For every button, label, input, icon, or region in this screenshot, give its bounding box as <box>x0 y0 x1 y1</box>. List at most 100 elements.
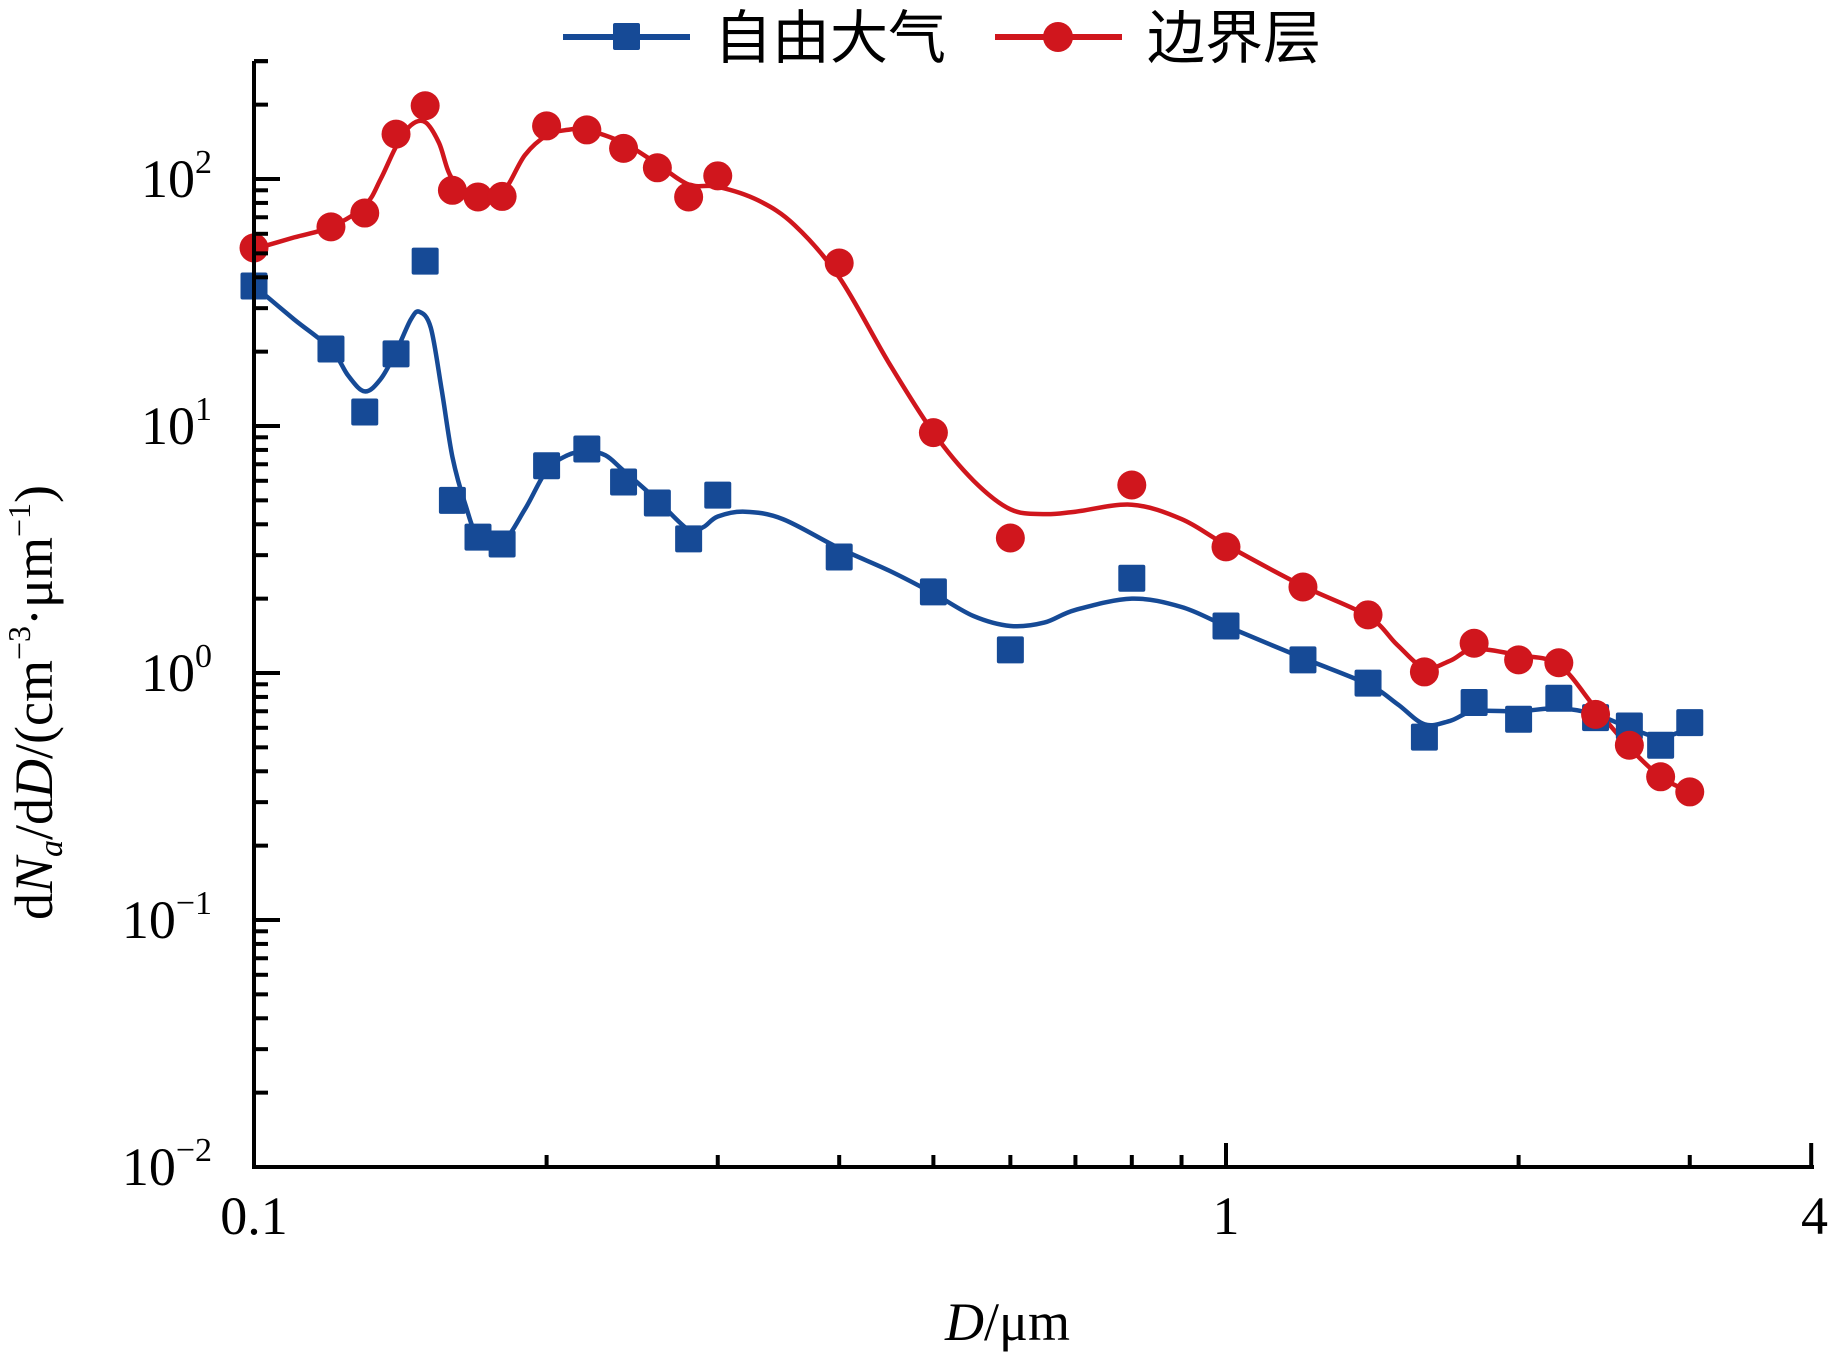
data-point-boundary-layer <box>410 91 440 121</box>
data-point-boundary-layer <box>437 175 467 205</box>
y-tick-exponent: −1 <box>176 885 212 922</box>
y-label-part: ) <box>4 485 64 503</box>
y-tick-exponent: 0 <box>195 638 212 675</box>
plot-markers <box>239 91 1705 807</box>
data-point-free-atmosphere <box>533 452 561 480</box>
series-curve-free-atmosphere <box>251 283 1693 740</box>
y-label-superscript: −3 <box>1 626 37 660</box>
data-point-free-atmosphere <box>1289 646 1317 674</box>
legend-label-free-atmosphere: 自由大气 <box>714 4 946 72</box>
data-point-boundary-layer <box>1581 699 1611 729</box>
data-point-boundary-layer <box>1504 645 1534 675</box>
legend-label-boundary-layer: 边界层 <box>1147 4 1321 72</box>
legend-item-free-atmosphere: 自由大气 <box>563 4 946 72</box>
legend: 自由大气 边界层 <box>563 4 1321 72</box>
y-tick-label: 10−2 <box>122 1132 212 1197</box>
data-point-boundary-layer <box>918 418 948 448</box>
data-point-free-atmosphere <box>573 435 601 463</box>
y-tick-base: 10 <box>122 1137 176 1197</box>
data-point-boundary-layer <box>642 153 672 183</box>
y-tick-label: 10−1 <box>122 885 212 950</box>
y-tick-label: 102 <box>141 144 212 209</box>
y-tick-base: 10 <box>141 149 195 209</box>
legend-marker-circle <box>1043 22 1073 52</box>
data-point-boundary-layer <box>1646 762 1676 792</box>
y-axis-label: dNa/dD/(cm−3·μm−1) <box>1 485 70 920</box>
data-point-free-atmosphere <box>1410 723 1438 751</box>
data-point-boundary-layer <box>350 198 380 228</box>
y-ticks <box>254 59 280 1169</box>
x-axis-label-symbol: D <box>944 1292 984 1352</box>
y-tick-base: 10 <box>141 643 195 703</box>
data-point-boundary-layer <box>1353 600 1383 630</box>
x-ticks <box>252 1143 1814 1167</box>
y-label-part: /(cm <box>4 660 64 759</box>
data-point-free-atmosphere <box>411 247 439 275</box>
data-point-boundary-layer <box>824 248 854 278</box>
data-point-free-atmosphere <box>610 468 638 496</box>
x-tick-labels: 0.1 1 4 <box>220 1186 1828 1246</box>
data-point-free-atmosphere <box>1212 612 1240 640</box>
data-point-boundary-layer <box>532 111 562 141</box>
data-point-boundary-layer <box>703 161 733 191</box>
y-label-part: D <box>4 759 64 799</box>
data-point-free-atmosphere <box>1354 669 1382 697</box>
y-tick-label: 100 <box>141 638 212 703</box>
legend-marker-square <box>613 23 640 50</box>
y-tick-label: 101 <box>141 391 212 456</box>
data-point-boundary-layer <box>487 181 517 211</box>
data-point-free-atmosphere <box>438 486 466 514</box>
data-point-boundary-layer <box>1459 628 1489 658</box>
y-tick-exponent: 1 <box>195 391 212 428</box>
x-tick-label: 0.1 <box>220 1186 288 1246</box>
x-axis-label: D/μm <box>944 1292 1070 1352</box>
legend-item-boundary-layer: 边界层 <box>995 4 1321 72</box>
data-point-boundary-layer <box>1675 777 1705 807</box>
data-point-free-atmosphere <box>464 523 492 551</box>
y-label-part: N <box>4 854 64 894</box>
data-point-boundary-layer <box>995 523 1025 553</box>
data-point-boundary-layer <box>1117 470 1147 500</box>
x-tick-label: 4 <box>1801 1186 1828 1246</box>
data-point-boundary-layer <box>1211 532 1241 562</box>
data-point-free-atmosphere <box>1118 564 1146 592</box>
y-tick-base: 10 <box>141 396 195 456</box>
data-point-boundary-layer <box>1614 730 1644 760</box>
y-tick-exponent: −2 <box>176 1132 212 1169</box>
data-point-boundary-layer <box>674 182 704 212</box>
x-axis-label-unit: /μm <box>984 1292 1070 1352</box>
y-label-part: d <box>4 893 64 920</box>
data-point-boundary-layer <box>381 119 411 149</box>
data-point-free-atmosphere <box>643 489 671 517</box>
data-point-boundary-layer <box>572 115 602 145</box>
data-point-free-atmosphere <box>1505 705 1533 733</box>
data-point-free-atmosphere <box>488 530 516 558</box>
data-point-boundary-layer <box>1288 572 1318 602</box>
data-point-boundary-layer <box>316 212 346 242</box>
data-point-boundary-layer <box>609 133 639 163</box>
y-label-subscript: a <box>33 840 70 857</box>
y-tick-base: 10 <box>122 890 176 950</box>
data-point-boundary-layer <box>463 182 493 212</box>
y-label-part: /d <box>4 798 64 840</box>
data-point-free-atmosphere <box>351 398 379 426</box>
data-point-free-atmosphere <box>675 525 703 553</box>
data-point-free-atmosphere <box>996 636 1024 664</box>
data-point-boundary-layer <box>1409 657 1439 687</box>
data-point-free-atmosphere <box>1545 684 1573 712</box>
y-tick-exponent: 2 <box>195 144 212 181</box>
data-point-free-atmosphere <box>919 578 947 606</box>
y-label-part: ·μm <box>4 537 64 626</box>
data-point-free-atmosphere <box>317 335 345 363</box>
x-tick-label: 1 <box>1213 1186 1240 1246</box>
data-point-free-atmosphere <box>382 340 410 368</box>
data-point-free-atmosphere <box>825 543 853 571</box>
data-point-free-atmosphere <box>1647 731 1675 759</box>
data-point-free-atmosphere <box>704 481 732 509</box>
data-point-boundary-layer <box>1544 648 1574 678</box>
data-point-free-atmosphere <box>1676 709 1704 737</box>
y-label-superscript: −1 <box>1 503 37 537</box>
